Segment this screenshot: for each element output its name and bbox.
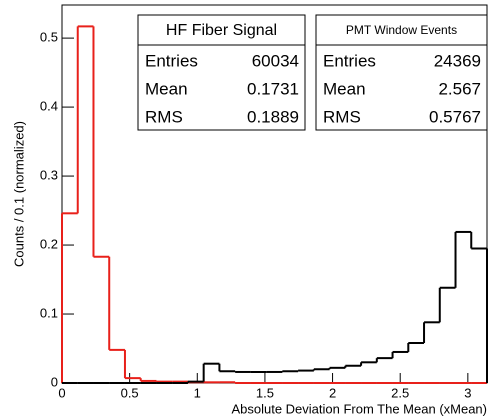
stats-value: 60034	[252, 51, 299, 70]
stats-value: 0.1731	[247, 79, 299, 98]
stats-label: RMS	[323, 107, 361, 126]
stats-value: 0.1889	[247, 107, 299, 126]
y-tick-label: 0.3	[40, 168, 58, 183]
stats-value: 2.567	[438, 79, 481, 98]
x-tick-label: 1.5	[256, 385, 274, 400]
y-axis-label: Counts / 0.1 (normalized)	[11, 121, 26, 267]
x-tick-label: 0.5	[121, 385, 139, 400]
stats-label: Mean	[323, 79, 366, 98]
y-tick-label: 0.2	[40, 236, 58, 251]
stats-label: Entries	[323, 51, 376, 70]
x-tick-label: 3	[464, 385, 471, 400]
y-tick-label: 0.4	[40, 99, 58, 114]
x-axis-label: Absolute Deviation From The Mean (xMean)	[231, 401, 487, 416]
y-tick-label: 0.1	[40, 305, 58, 320]
stats-value: 24369	[434, 51, 481, 70]
stats-label: Mean	[145, 79, 188, 98]
x-tick-label: 0	[58, 385, 65, 400]
stats-title: PMT Window Events	[346, 23, 457, 37]
y-tick-label: 0	[51, 374, 58, 389]
x-tick-label: 1	[194, 385, 201, 400]
stats-title: HF Fiber Signal	[166, 22, 277, 39]
x-tick-label: 2.5	[391, 385, 409, 400]
stats-box	[137, 14, 306, 131]
y-tick-label: 0.5	[40, 30, 58, 45]
stats-label: Entries	[145, 51, 198, 70]
stats-box	[315, 14, 488, 131]
stats-value: 0.5767	[429, 107, 481, 126]
stats-label: RMS	[145, 107, 183, 126]
x-tick-label: 2	[329, 385, 336, 400]
